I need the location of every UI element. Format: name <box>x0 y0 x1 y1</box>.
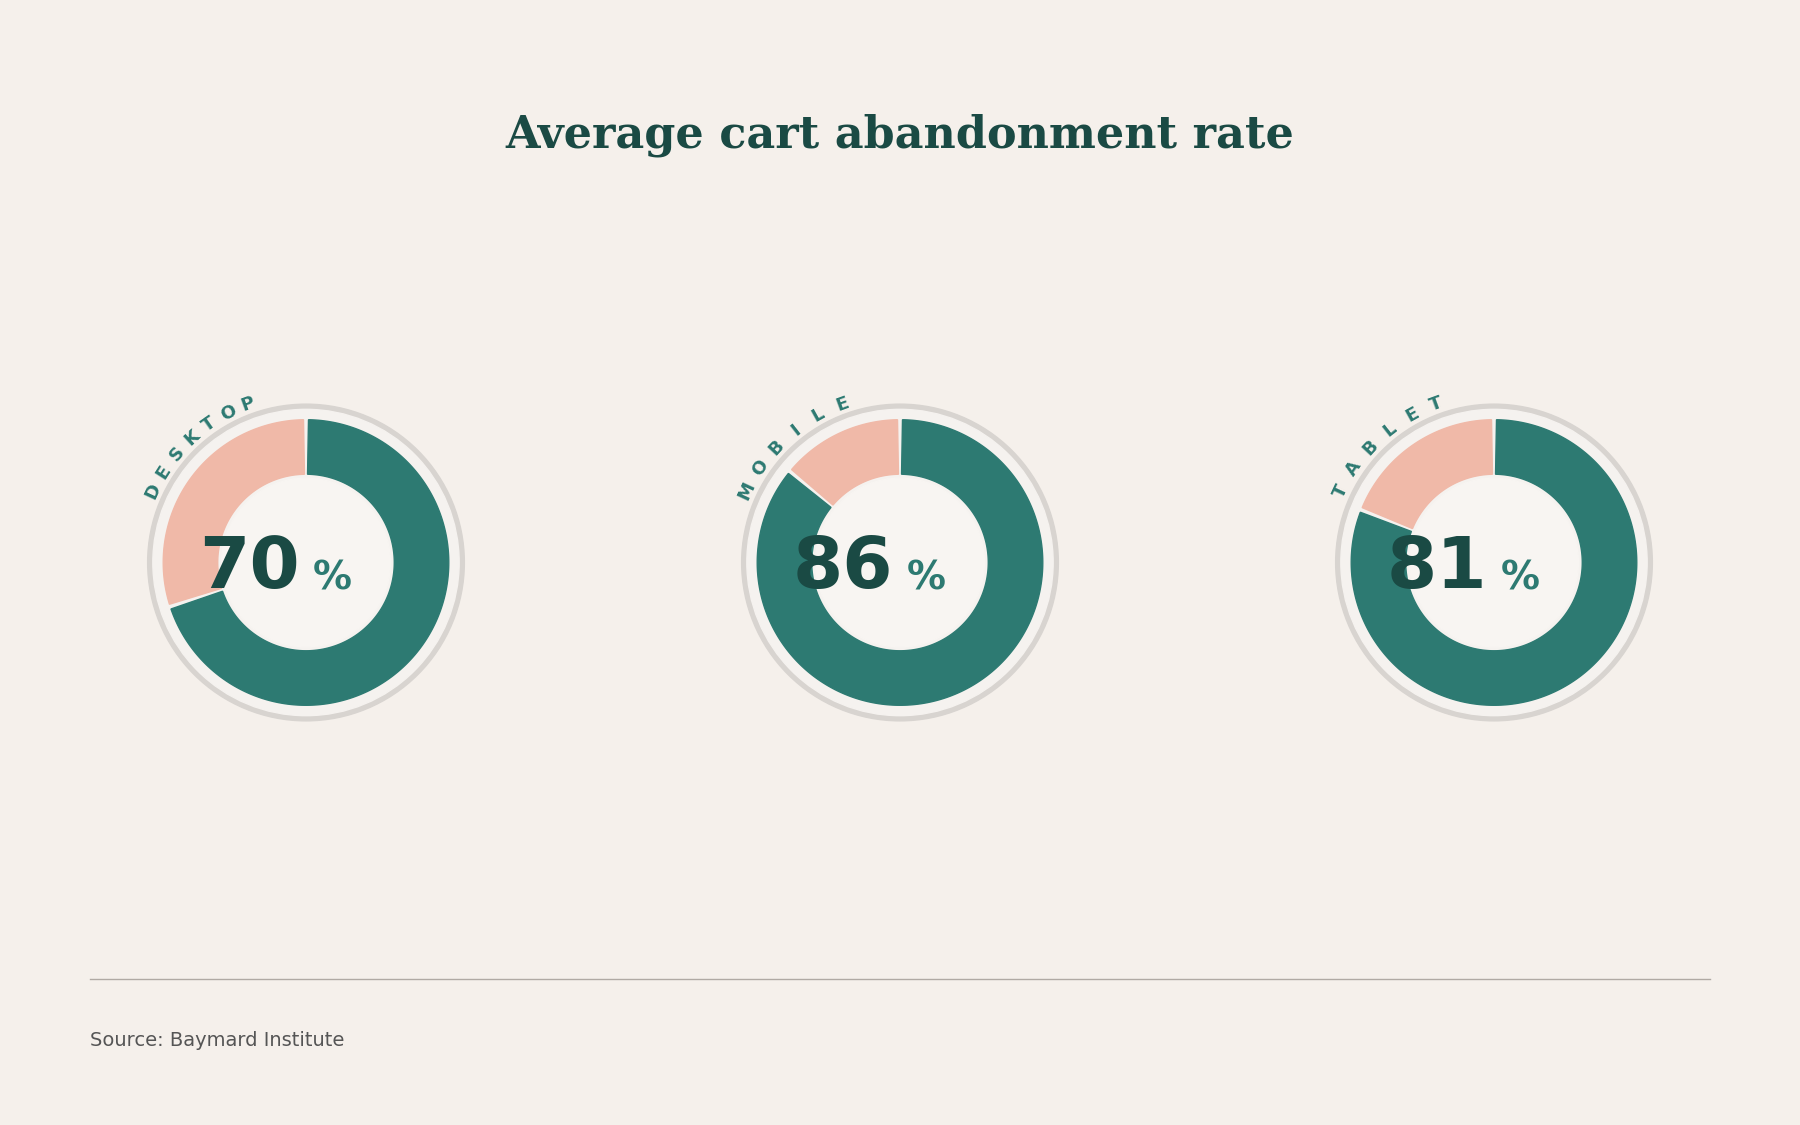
Text: A: A <box>1343 458 1366 479</box>
Text: P: P <box>239 394 257 415</box>
Text: B: B <box>1359 436 1382 459</box>
Polygon shape <box>1352 420 1636 705</box>
Text: B: B <box>765 436 788 459</box>
Text: T: T <box>200 413 220 435</box>
Text: M: M <box>734 479 760 503</box>
Text: E: E <box>833 394 851 414</box>
Circle shape <box>221 478 391 647</box>
Circle shape <box>742 404 1058 721</box>
Text: K: K <box>180 426 203 449</box>
Text: I: I <box>788 421 805 439</box>
Circle shape <box>1409 478 1579 647</box>
Text: 81: 81 <box>1386 534 1487 603</box>
Text: E: E <box>1402 404 1422 425</box>
Text: L: L <box>808 404 828 425</box>
Text: L: L <box>1381 418 1400 440</box>
Circle shape <box>148 404 464 721</box>
Text: T: T <box>1330 482 1352 501</box>
Text: %: % <box>907 559 945 597</box>
Circle shape <box>1341 410 1647 716</box>
Text: Average cart abandonment rate: Average cart abandonment rate <box>506 114 1294 156</box>
Text: 86: 86 <box>794 534 893 603</box>
Text: T: T <box>1427 394 1445 414</box>
Text: %: % <box>313 559 351 597</box>
Text: D: D <box>142 480 164 502</box>
Text: %: % <box>1501 559 1539 597</box>
Polygon shape <box>1363 420 1492 529</box>
Text: E: E <box>153 462 175 482</box>
Circle shape <box>153 410 459 716</box>
Text: 70: 70 <box>198 534 299 603</box>
Polygon shape <box>792 420 898 505</box>
Polygon shape <box>171 420 448 705</box>
Polygon shape <box>758 420 1042 705</box>
Text: S: S <box>166 443 187 465</box>
Polygon shape <box>164 420 304 604</box>
Text: O: O <box>749 457 772 479</box>
Circle shape <box>747 410 1053 716</box>
Text: Source: Baymard Institute: Source: Baymard Institute <box>90 1032 344 1050</box>
Text: O: O <box>218 402 239 424</box>
Circle shape <box>815 478 985 647</box>
Circle shape <box>1336 404 1652 721</box>
